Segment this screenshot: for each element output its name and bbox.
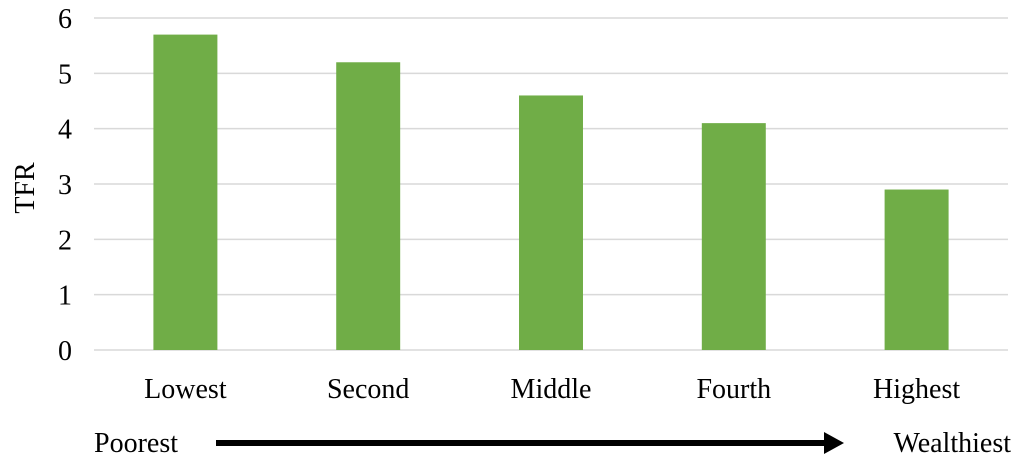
x-category-label: Lowest	[144, 374, 227, 405]
x-category-label: Second	[327, 374, 409, 405]
y-tick-label: 3	[58, 170, 72, 201]
y-tick-label: 1	[58, 281, 72, 312]
y-axis-ticks: 0 1 2 3 4 5 6	[58, 4, 72, 367]
bars	[153, 34, 949, 351]
x-axis-category-labels: Lowest Second Middle Fourth Highest	[144, 374, 960, 405]
bar-lowest	[153, 34, 218, 350]
x-category-label: Highest	[873, 374, 960, 405]
bar-second	[336, 62, 401, 351]
bar-highest	[884, 189, 949, 350]
x-category-label: Fourth	[696, 374, 771, 405]
bar-middle	[519, 95, 583, 350]
y-tick-label: 4	[58, 115, 72, 146]
poorest-label: Poorest	[94, 428, 178, 459]
y-axis-title: TFR	[10, 162, 41, 214]
y-tick-label: 2	[58, 225, 72, 256]
x-category-label: Middle	[511, 374, 592, 405]
y-tick-label: 0	[58, 336, 72, 367]
bar-fourth	[701, 123, 766, 350]
wealthiest-label: Wealthiest	[894, 428, 1012, 459]
y-tick-label: 5	[58, 59, 72, 90]
y-tick-label: 6	[58, 4, 72, 35]
wealth-arrow	[216, 432, 844, 454]
wealth-arrow-head	[824, 432, 844, 454]
